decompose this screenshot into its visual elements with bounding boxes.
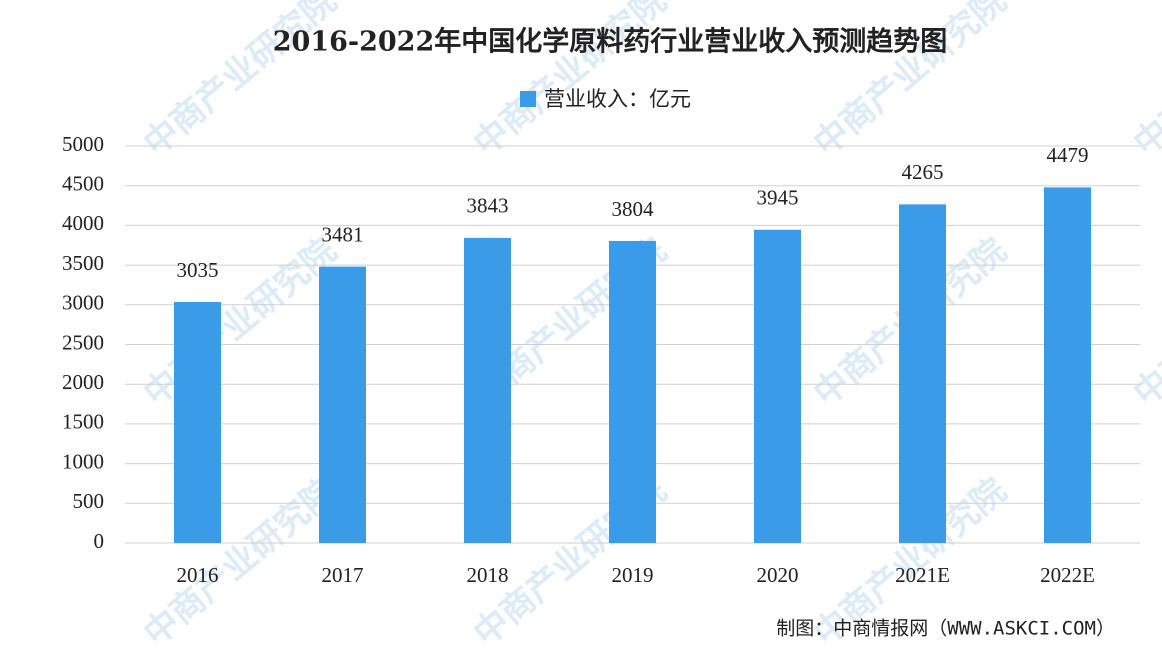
value-label: 3843	[467, 194, 509, 218]
x-tick-label: 2018	[467, 563, 509, 587]
x-tick-label: 2022E	[1040, 563, 1095, 587]
bar	[754, 229, 801, 543]
watermark: 中商产业研究院	[136, 0, 344, 164]
bar	[609, 240, 656, 543]
chart-title: 2016-2022年中国化学原料药行业营业收入预测趋势图	[273, 26, 948, 58]
bar	[1044, 187, 1091, 543]
legend-swatch	[520, 91, 536, 107]
y-tick-label: 3000	[62, 291, 104, 315]
watermark: 中商产业研究院	[466, 0, 674, 164]
value-label: 3804	[612, 197, 655, 221]
x-tick-label: 2017	[322, 563, 364, 587]
source: 制图：中商情报网（WWW.ASKCI.COM）	[776, 618, 1115, 640]
y-tick-label: 1500	[62, 410, 104, 434]
watermark: 中商产业研究院	[136, 471, 344, 655]
watermark: 中商产业研究院	[136, 231, 344, 415]
watermark: 中商产业研究院	[806, 0, 1014, 164]
bar	[174, 302, 221, 543]
y-tick-label: 4000	[62, 211, 104, 235]
x-tick-label: 2020	[757, 563, 799, 587]
watermark: 中商产业研究院	[1126, 0, 1162, 164]
y-tick-label: 4500	[62, 172, 104, 196]
y-tick-label: 5000	[62, 132, 104, 156]
legend-label: 营业收入：亿元	[544, 87, 691, 111]
bar	[899, 204, 946, 543]
x-tick-label: 2016	[177, 563, 219, 587]
y-tick-label: 2500	[62, 330, 104, 354]
y-tick-label: 500	[73, 489, 105, 513]
x-tick-label: 2021E	[895, 563, 950, 587]
value-label: 3945	[757, 186, 799, 210]
y-tick-label: 3500	[62, 251, 104, 275]
value-label: 4265	[902, 160, 944, 184]
value-label: 3035	[177, 258, 219, 282]
y-tick-label: 2000	[62, 370, 104, 394]
y-tick-label: 1000	[62, 449, 104, 473]
y-tick-label: 0	[94, 529, 105, 553]
bar	[319, 266, 366, 543]
watermark: 中商产业研究院	[1126, 231, 1162, 415]
value-label: 3481	[322, 222, 364, 246]
bar	[464, 237, 511, 544]
x-tick-label: 2019	[612, 563, 654, 587]
value-label: 4479	[1047, 143, 1089, 167]
